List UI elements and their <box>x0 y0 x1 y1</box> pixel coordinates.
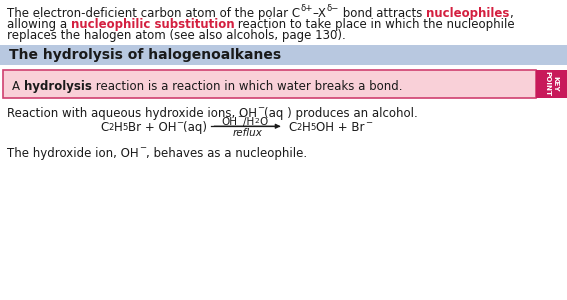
Text: H: H <box>302 121 311 134</box>
Text: replaces the halogen atom (see also alcohols, page 130).: replaces the halogen atom (see also alco… <box>7 29 346 42</box>
Text: The hydrolysis of halogenoalkanes: The hydrolysis of halogenoalkanes <box>9 47 281 61</box>
Text: 5: 5 <box>122 122 128 131</box>
Text: The electron-deficient carbon atom of the polar C: The electron-deficient carbon atom of th… <box>7 7 300 20</box>
Text: nucleophiles: nucleophiles <box>426 7 509 20</box>
Text: reaction to take place in which the nucleophile: reaction to take place in which the nucl… <box>235 18 515 31</box>
Text: Reaction with aqueous hydroxide ions, OH: Reaction with aqueous hydroxide ions, OH <box>7 106 257 119</box>
Text: KEY
POINT: KEY POINT <box>544 71 558 96</box>
Text: ,: , <box>509 7 513 20</box>
Text: H: H <box>113 121 122 134</box>
Text: reflux: reflux <box>232 128 263 138</box>
Bar <box>0 44 567 64</box>
Text: 2: 2 <box>297 122 302 131</box>
Text: (aq): (aq) <box>183 121 208 134</box>
Text: C: C <box>100 121 108 134</box>
Text: The hydroxide ion, OH: The hydroxide ion, OH <box>7 146 138 160</box>
Text: −: − <box>138 143 146 152</box>
Text: , behaves as a nucleophile.: , behaves as a nucleophile. <box>146 146 307 160</box>
Text: −: − <box>365 118 372 127</box>
Text: hydrolysis: hydrolysis <box>24 80 92 93</box>
Text: −: − <box>237 114 243 120</box>
Text: −: − <box>176 118 183 127</box>
Text: C: C <box>289 121 297 134</box>
Text: A: A <box>12 80 24 93</box>
Text: reaction is a reaction in which water breaks a bond.: reaction is a reaction in which water br… <box>92 80 402 93</box>
Text: allowing a: allowing a <box>7 18 71 31</box>
Bar <box>3 70 536 98</box>
Text: Br + OH: Br + OH <box>128 121 176 134</box>
Text: 2: 2 <box>255 118 259 124</box>
Text: –X: –X <box>312 7 327 20</box>
Text: δ−: δ− <box>327 4 339 13</box>
Text: O: O <box>259 117 268 127</box>
Text: bond attracts: bond attracts <box>339 7 426 20</box>
Text: /H: /H <box>243 117 255 127</box>
Text: OH + Br: OH + Br <box>316 121 365 134</box>
Text: (aq ) produces an alcohol.: (aq ) produces an alcohol. <box>264 106 418 119</box>
Text: OH: OH <box>221 117 237 127</box>
Text: 2: 2 <box>108 122 113 131</box>
Text: δ+: δ+ <box>300 4 312 13</box>
Text: 5: 5 <box>311 122 316 131</box>
Bar <box>536 70 567 98</box>
Text: nucleophilic substitution: nucleophilic substitution <box>71 18 235 31</box>
Text: −: − <box>257 103 264 112</box>
